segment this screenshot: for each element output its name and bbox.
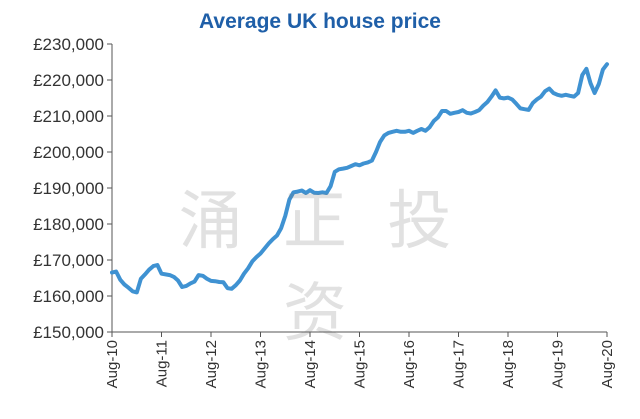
x-tick-label: Aug-14 <box>302 340 319 388</box>
x-axis-ticks: Aug-10 Aug-11 Aug-12 Aug-13 Aug-14 Aug-15 Aug-… <box>104 332 616 388</box>
y-axis-ticks: £150,000 £160,000 £170,000 £180,000 £190,000… <box>33 35 112 342</box>
y-tick-label: £210,000 <box>33 107 104 126</box>
y-tick-label: £170,000 <box>33 251 104 270</box>
x-tick-label: Aug-11 <box>154 340 171 387</box>
series-line <box>110 62 609 295</box>
x-tick-label: Aug-19 <box>550 340 567 388</box>
chart-title: Average UK house price <box>199 10 441 33</box>
x-tick-label: Aug-20 <box>599 340 616 388</box>
x-tick-label: Aug-13 <box>253 340 270 388</box>
x-tick-label: Aug-18 <box>500 340 517 388</box>
x-tick-label: Aug-12 <box>203 340 220 388</box>
y-tick-label: £220,000 <box>33 71 104 90</box>
x-tick-label: Aug-16 <box>401 340 418 388</box>
x-tick-label: Aug-15 <box>352 340 369 388</box>
y-tick-label: £190,000 <box>33 179 104 198</box>
x-tick-label: Aug-17 <box>451 340 468 388</box>
y-tick-label: £150,000 <box>33 323 104 342</box>
y-tick-label: £180,000 <box>33 215 104 234</box>
y-tick-label: £230,000 <box>33 35 104 54</box>
x-tick-label: Aug-10 <box>104 340 121 388</box>
y-tick-label: £200,000 <box>33 143 104 162</box>
y-tick-label: £160,000 <box>33 287 104 306</box>
